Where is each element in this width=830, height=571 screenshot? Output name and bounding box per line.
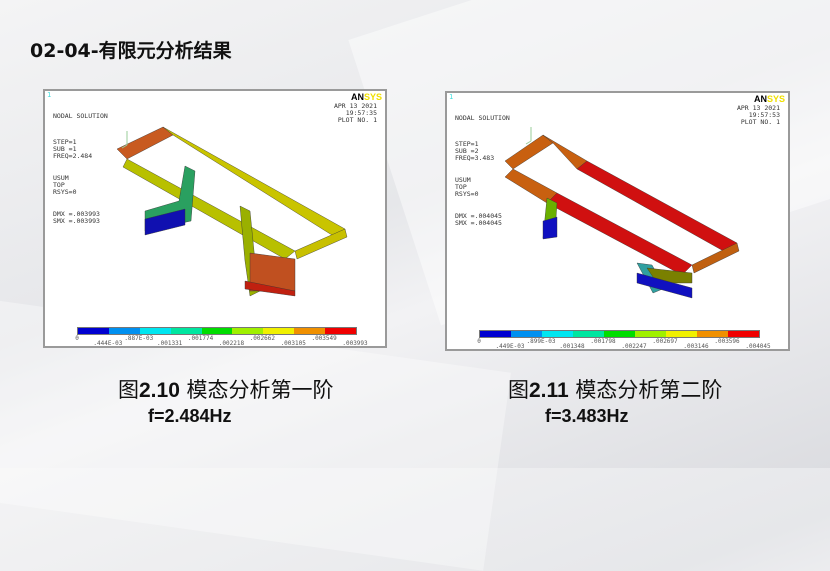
ansys-figure-mode-1: 1 ANSYS NODAL SOLUTION STEP=1 SUB =1 FREQ=… — [43, 89, 387, 348]
legend-label: .003549 — [311, 335, 337, 342]
legend-label: .001331 — [157, 340, 183, 347]
axis-triad-icon — [525, 127, 532, 145]
legend-label: .003146 — [683, 343, 709, 350]
legend-color-band — [728, 331, 759, 337]
mode-shape-model — [116, 126, 348, 297]
legend-color-band — [170, 328, 202, 334]
color-legend — [77, 327, 357, 335]
legend-label: .001348 — [559, 343, 585, 350]
legend-label: 0 — [75, 335, 79, 342]
solution-info: NODAL SOLUTION STEP=1 SUB =2 FREQ=3.483 US… — [455, 114, 510, 228]
legend-label: .449E-03 — [495, 343, 525, 350]
legend-color-band — [604, 331, 635, 337]
plot-date-info: APR 13 2021 19:57:35 PLOT NO. 1 — [333, 102, 377, 125]
frequency-label-2: f=3.483Hz — [545, 406, 629, 426]
legend-color-band — [139, 328, 171, 334]
legend-color-band — [697, 331, 728, 337]
legend-color-band — [542, 331, 573, 337]
window-number: 1 — [47, 91, 52, 99]
legend-label: .444E-03 — [93, 340, 123, 347]
ansys-logo: ANSYS — [350, 92, 382, 102]
legend-label: .003596 — [714, 338, 740, 345]
legend-color-band — [232, 328, 264, 334]
legend-color-band — [325, 328, 357, 334]
ansys-logo: ANSYS — [753, 94, 785, 104]
legend-label: .899E-03 — [526, 338, 556, 345]
legend-label: .003993 — [342, 340, 368, 347]
legend-color-band — [108, 328, 140, 334]
figure-caption-2: 图2.11 模态分析第二阶 — [508, 378, 723, 402]
legend-color-band — [573, 331, 604, 337]
legend-label: .002247 — [621, 343, 647, 350]
legend-label: .004045 — [745, 343, 771, 350]
legend-color-band — [480, 331, 511, 337]
ansys-figure-mode-2: 1 ANSYS NODAL SOLUTION STEP=1 SUB =2 FREQ=… — [445, 91, 790, 351]
legend-label: .001798 — [590, 338, 616, 345]
legend-color-band — [511, 331, 542, 337]
legend-label: .887E-03 — [124, 335, 154, 342]
axis-triad-icon — [121, 131, 128, 149]
legend-label: 0 — [477, 338, 481, 345]
legend-color-band — [201, 328, 233, 334]
legend-color-band — [666, 331, 697, 337]
slide-title: 02-04-有限元分析结果 — [30, 40, 232, 62]
figure-caption-1: 图2.10 模态分析第一阶 — [118, 378, 334, 402]
legend-label: .002697 — [652, 338, 678, 345]
color-legend — [479, 330, 760, 338]
solution-info: NODAL SOLUTION STEP=1 SUB =1 FREQ=2.484 US… — [53, 112, 108, 226]
mode-shape-model — [504, 127, 740, 299]
legend-label: .001774 — [187, 335, 214, 342]
legend-label: .003105 — [280, 340, 306, 347]
legend-color-band — [263, 328, 295, 334]
plot-date-info: APR 13 2021 19:57:53 PLOT NO. 1 — [736, 104, 780, 127]
window-number: 1 — [449, 93, 454, 101]
legend-label: .002218 — [218, 340, 245, 347]
frequency-label-1: f=2.484Hz — [148, 406, 232, 426]
legend-color-band — [294, 328, 326, 334]
legend-color-band — [635, 331, 666, 337]
legend-label: .002662 — [249, 335, 275, 342]
legend-color-band — [78, 328, 109, 334]
